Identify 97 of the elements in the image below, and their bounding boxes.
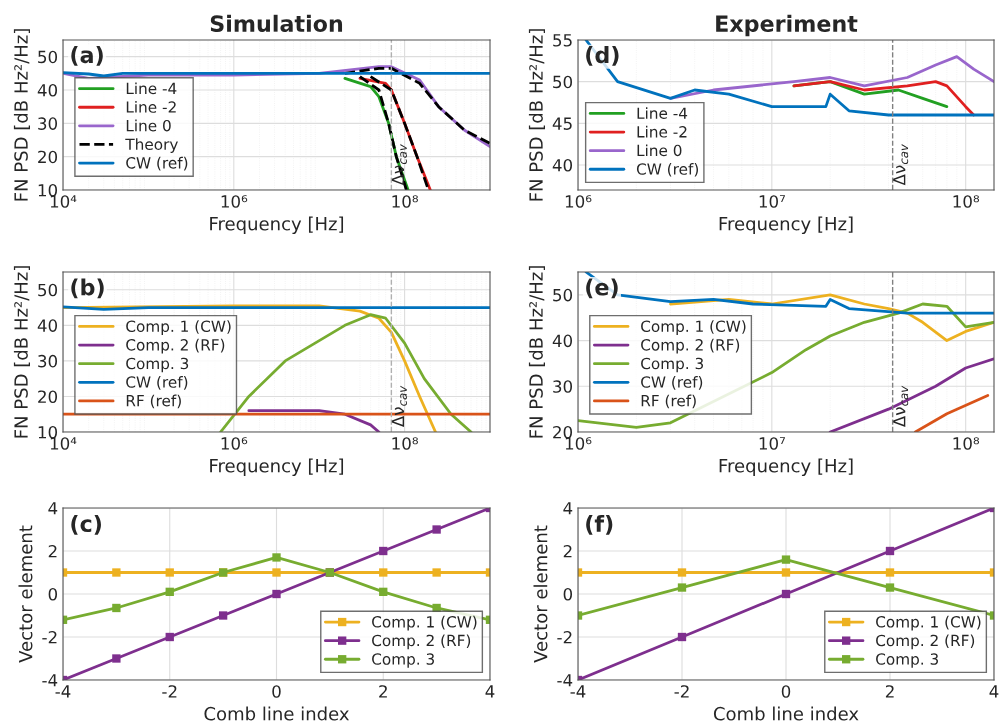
y-tick-label: 20 — [38, 390, 58, 404]
x-axis-title: Comb line index — [204, 706, 349, 721]
annotation: (a) — [71, 46, 103, 66]
ref-line-label: Δν$_{cav}$ — [893, 385, 909, 428]
y-tick-label: 2 — [48, 544, 57, 558]
y-tick-label: 0 — [48, 587, 58, 601]
x-tick-label: -2 — [162, 685, 177, 698]
legend-label: Line -4 — [637, 107, 688, 119]
legend-label: Line 0 — [637, 144, 682, 157]
y-tick-label: 55 — [553, 34, 572, 47]
x-tick-label: 10⁴ — [50, 437, 77, 450]
legend-label: Comp. 1 (CW) — [641, 320, 746, 335]
x-tick-label: 10⁷ — [759, 437, 785, 450]
legend-label: Comp. 1 (CW) — [126, 320, 231, 335]
x-axis-title: Frequency [Hz] — [210, 216, 344, 235]
ref-line-label: Δν$_{cav}$ — [893, 144, 909, 186]
legend-label: Comp. 3 — [372, 653, 434, 668]
y-axis-title: Vector element — [533, 525, 548, 663]
legend-label: Comp. 2 (RF) — [641, 338, 740, 354]
legend-label: Comp. 3 — [126, 357, 189, 373]
y-tick-label: 40 — [552, 158, 573, 172]
legend-label: CW (ref) — [126, 376, 188, 390]
x-tick-label: -2 — [674, 685, 689, 698]
annotation: (e) — [586, 278, 618, 299]
x-tick-label: 4 — [485, 685, 495, 698]
y-tick-label: 30 — [553, 380, 573, 393]
x-tick-label: 10⁷ — [759, 195, 785, 208]
x-tick-label: 0 — [781, 685, 791, 698]
y-axis-title: FN PSD [dB Hz²/Hz] — [13, 29, 30, 201]
legend-label: Comp. 1 (CW) — [372, 615, 477, 631]
annotation: (b) — [71, 278, 104, 299]
y-axis-title: FN PSD [dB Hz²/Hz] — [528, 29, 545, 201]
x-tick-label: 10⁶ — [221, 437, 248, 450]
x-tick-label: 10⁶ — [565, 437, 592, 450]
x-tick-label: 10⁶ — [221, 195, 248, 208]
y-tick-label: 30 — [38, 117, 58, 130]
x-tick-label: 0 — [272, 685, 281, 698]
y-tick-label: 10 — [38, 425, 58, 439]
ref-line-label: Δν$_{cav}$ — [391, 144, 407, 186]
legend-label: Comp. 2 (RF) — [876, 634, 975, 650]
x-tick-label: 10⁸ — [392, 437, 418, 450]
x-tick-label: 10⁸ — [392, 195, 418, 208]
legend-label: RF (ref) — [126, 394, 181, 409]
y-tick-label: 50 — [553, 288, 573, 302]
x-tick-label: 10⁸ — [953, 195, 980, 208]
annotation: (f) — [586, 514, 613, 535]
y-tick-label: 0 — [563, 587, 573, 601]
legend-label: Line -4 — [126, 82, 177, 95]
y-tick-label: -2 — [42, 630, 57, 644]
legend-label: Line -2 — [126, 101, 176, 113]
x-axis-title: Comb line index — [713, 706, 859, 721]
x-tick-label: 10⁴ — [50, 195, 77, 208]
legend-label: CW (ref) — [641, 376, 703, 390]
chart-title: Simulation — [210, 14, 343, 32]
chart-title: Experiment — [716, 14, 858, 37]
y-tick-label: 45 — [552, 117, 572, 130]
legend-label: Comp. 2 (RF) — [126, 338, 225, 354]
y-tick-label: -4 — [42, 674, 58, 687]
y-tick-label: 50 — [553, 75, 573, 89]
legend-label: Line 0 — [126, 119, 171, 132]
y-axis-title: FN PSD [dB Hz²/Hz] — [528, 266, 545, 438]
x-axis-title: Frequency [Hz] — [719, 458, 853, 477]
y-tick-label: -4 — [557, 674, 573, 687]
legend-label: CW (ref) — [126, 156, 188, 171]
legend-label: Comp. 2 (RF) — [372, 634, 471, 650]
legend-label: Comp. 3 — [876, 653, 938, 668]
y-tick-label: 2 — [563, 544, 572, 558]
y-tick-label: 30 — [38, 354, 58, 368]
x-axis-title: Frequency [Hz] — [210, 458, 344, 477]
x-tick-label: 10⁶ — [565, 195, 592, 208]
annotation: (c) — [71, 514, 101, 535]
y-tick-label: 20 — [553, 425, 573, 439]
y-tick-label: 50 — [38, 50, 58, 64]
y-axis-title: Vector element — [18, 525, 33, 663]
x-tick-label: 2 — [885, 685, 894, 698]
legend-label: Theory — [125, 138, 178, 153]
y-tick-label: -2 — [557, 630, 572, 644]
ref-line-label: Δν$_{cav}$ — [391, 385, 407, 428]
legend-label: Comp. 3 — [641, 357, 704, 373]
annotation: (d) — [586, 46, 619, 66]
y-tick-label: 40 — [37, 319, 58, 332]
y-tick-label: 40 — [37, 83, 58, 97]
y-tick-label: 20 — [38, 150, 58, 164]
y-tick-label: 4 — [563, 502, 573, 515]
x-axis-title: Frequency [Hz] — [719, 216, 853, 235]
x-tick-label: 10⁸ — [953, 437, 980, 450]
legend-label: Comp. 1 (CW) — [876, 615, 981, 631]
legend-label: Line -2 — [637, 125, 687, 138]
y-tick-label: 10 — [38, 183, 58, 197]
legend-label: CW (ref) — [636, 162, 699, 177]
legend-label: RF (ref) — [641, 394, 696, 409]
x-tick-label: 4 — [989, 685, 999, 698]
y-tick-label: 4 — [48, 502, 58, 515]
x-tick-label: 2 — [379, 685, 387, 698]
y-tick-label: 40 — [552, 334, 573, 348]
y-tick-label: 50 — [38, 283, 58, 297]
y-axis-title: FN PSD [dB Hz²/Hz] — [13, 266, 30, 438]
